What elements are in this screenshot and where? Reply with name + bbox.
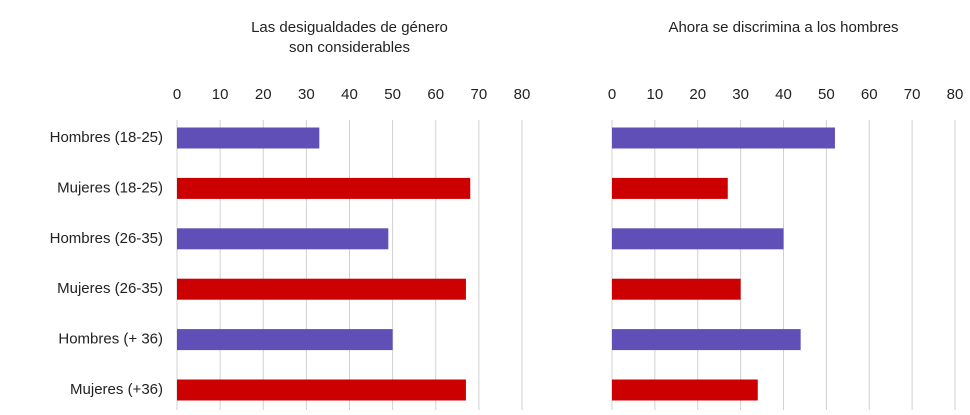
bar — [177, 278, 466, 300]
bar — [612, 278, 741, 300]
x-tick-label: 10 — [647, 86, 664, 103]
x-tick-label: 0 — [173, 86, 181, 103]
y-tick-label: Hombres (26-35) — [50, 230, 163, 247]
x-tick-label: 30 — [732, 86, 749, 103]
x-tick-label: 50 — [818, 86, 835, 103]
x-tick-label: 40 — [775, 86, 792, 103]
x-tick-label: 10 — [212, 86, 229, 103]
bar — [177, 379, 466, 401]
x-tick-label: 60 — [427, 86, 444, 103]
x-tick-label: 30 — [298, 86, 315, 103]
x-tick-label: 60 — [861, 86, 878, 103]
x-tick-label: 80 — [514, 86, 531, 103]
chart-title: son considerables — [289, 39, 410, 56]
bar — [612, 379, 758, 401]
bar — [612, 177, 728, 199]
bar — [177, 127, 320, 149]
bar — [612, 329, 801, 351]
x-tick-label: 50 — [384, 86, 401, 103]
y-tick-label: Hombres (18-25) — [50, 129, 163, 146]
y-tick-label: Mujeres (+36) — [70, 381, 163, 398]
chart-title: Ahora se discrimina a los hombres — [668, 19, 898, 36]
x-tick-label: 80 — [947, 86, 964, 103]
x-tick-label: 40 — [341, 86, 358, 103]
x-tick-label: 20 — [689, 86, 706, 103]
bar — [612, 127, 835, 149]
bar — [177, 177, 471, 199]
x-tick-label: 20 — [255, 86, 272, 103]
y-tick-label: Mujeres (18-25) — [57, 179, 163, 196]
x-tick-label: 70 — [471, 86, 488, 103]
x-tick-label: 0 — [608, 86, 616, 103]
bar — [177, 329, 393, 351]
y-tick-label: Hombres (+ 36) — [58, 331, 163, 348]
bar — [177, 228, 389, 250]
chart-title: Las desigualdades de género — [251, 19, 448, 36]
bar — [612, 228, 784, 250]
y-tick-label: Mujeres (26-35) — [57, 280, 163, 297]
x-tick-label: 70 — [904, 86, 921, 103]
